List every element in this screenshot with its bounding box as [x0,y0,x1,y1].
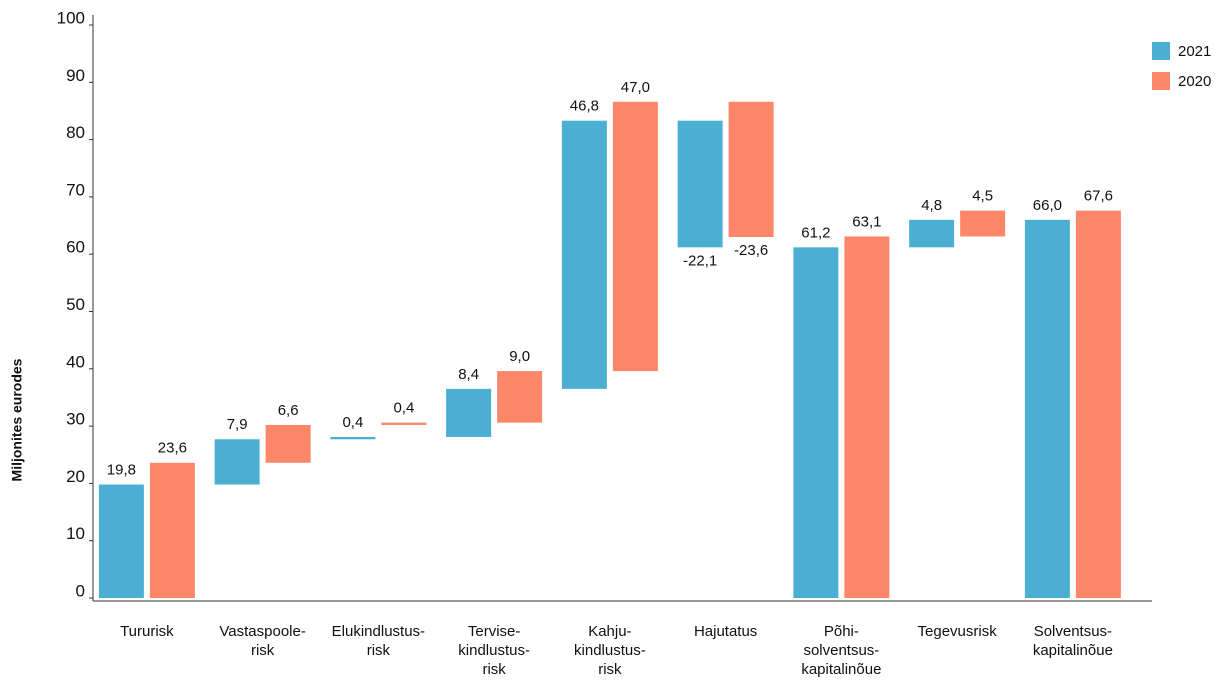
y-tick-label: 90 [66,66,85,85]
y-tick-label: 0 [76,581,85,600]
bar [1024,219,1070,598]
x-tick-label: Hajutatus [693,623,758,640]
data-label: 8,4 [458,366,479,383]
data-label: 9,0 [509,348,530,365]
x-tick-label: Solventsus- kapitalinõue [1032,623,1113,659]
bar [381,422,427,425]
y-tick-label: 60 [66,238,85,257]
legend-swatch [1152,42,1170,60]
bar [612,101,658,372]
data-label: 23,6 [158,440,187,457]
bar [214,439,260,485]
legend-label: 2020 [1178,73,1211,90]
data-label: 0,4 [393,400,414,417]
y-tick-label: 30 [66,410,85,429]
x-tick-label: Põhi- solventsus- kapitalinõue [801,623,882,678]
data-label: 7,9 [227,416,248,433]
y-tick-label: 80 [66,123,85,142]
bar [98,484,144,598]
data-label: 4,8 [921,197,942,214]
y-tick-label: 100 [57,8,85,27]
data-label: 0,4 [342,414,363,431]
bar [909,219,955,248]
y-tick-label: 50 [66,295,85,314]
bar [446,388,492,437]
data-label: -22,1 [683,252,717,269]
bar [960,210,1006,237]
x-tick-label: Tururisk [120,623,174,640]
bar [149,462,195,598]
data-label: 6,6 [278,402,299,419]
x-tick-label: Tervise- kindlustus- risk [458,623,530,678]
bar [793,247,839,598]
legend-label: 2021 [1178,43,1211,60]
data-label: 66,0 [1033,197,1062,214]
bar [497,371,543,423]
data-label: 61,2 [801,224,830,241]
x-tick-label: Vastaspoole- risk [219,623,306,659]
x-tick-label: Kahju- kindlustus- risk [574,623,646,678]
bar [330,436,376,440]
data-label: 46,8 [570,98,599,115]
bar [844,236,890,598]
data-label: 67,6 [1084,188,1113,205]
y-tick-label: 10 [66,524,85,543]
data-label: -23,6 [734,242,768,259]
data-label: 47,0 [621,79,650,96]
bar [1075,210,1121,599]
legend-swatch [1152,72,1170,90]
x-tick-label: Elukindlustus- risk [331,623,426,659]
y-axis-label: Miljonites eurodes [9,358,25,481]
data-label: 19,8 [107,462,136,479]
data-label: 63,1 [852,213,881,230]
bar [561,120,607,389]
x-tick-label: Tegevusrisk [917,623,997,640]
bar [728,101,774,238]
bar [677,120,723,248]
data-label: 4,5 [972,188,993,205]
y-tick-label: 70 [66,180,85,199]
y-tick-label: 40 [66,352,85,371]
y-tick-label: 20 [66,467,85,486]
bar [265,424,311,463]
